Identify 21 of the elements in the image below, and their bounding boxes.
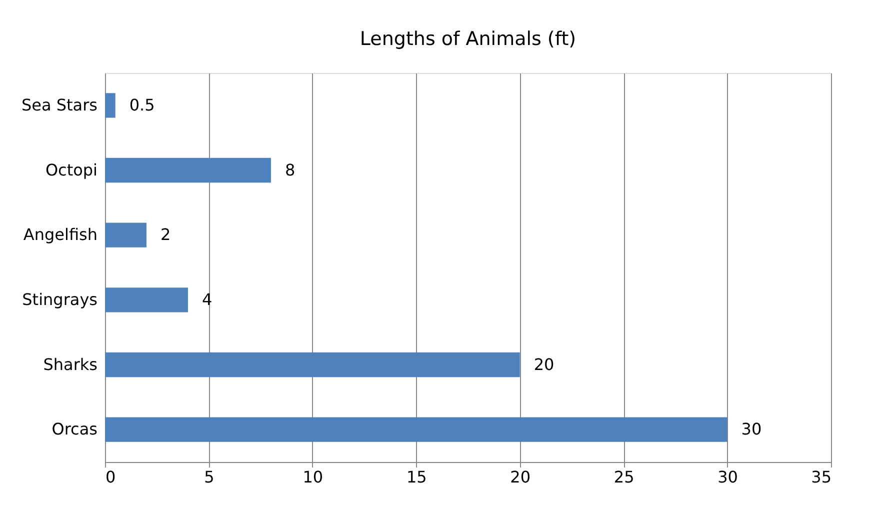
y-tick-label: Octopi <box>45 160 98 180</box>
y-tick-label: Sharks <box>43 354 98 374</box>
x-tick-label: 25 <box>614 468 634 486</box>
x-tick-label: 0 <box>106 468 116 486</box>
chart-title: Lengths of Animals (ft) <box>360 28 576 50</box>
x-tick-label: 20 <box>510 468 531 486</box>
data-label: 2 <box>160 225 171 244</box>
x-tick-label: 15 <box>406 468 427 486</box>
data-label: 4 <box>202 290 212 309</box>
data-label: 20 <box>534 354 554 374</box>
x-tick-label: 5 <box>204 468 214 486</box>
data-label: 8 <box>284 160 296 180</box>
y-tick-label: Stingrays <box>22 290 98 309</box>
data-label: 30 <box>741 420 762 439</box>
y-tick-label: Sea Stars <box>21 95 98 114</box>
data-label: 0.5 <box>129 95 155 114</box>
x-tick-label: 30 <box>718 468 738 486</box>
y-tick-label: Orcas <box>52 420 98 439</box>
x-tick-label: 35 <box>811 468 832 486</box>
y-tick-label: Angelfish <box>23 225 98 244</box>
x-tick-label: 10 <box>302 468 324 486</box>
